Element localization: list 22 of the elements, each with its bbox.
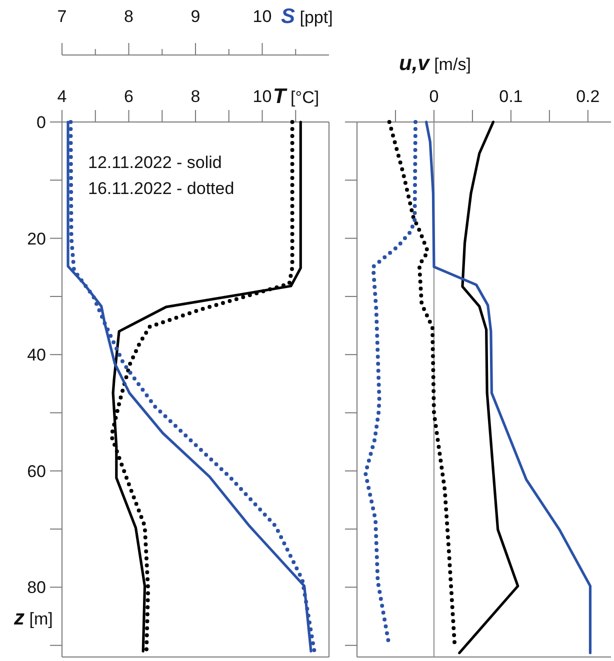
x-axis-title: T [°C] [273, 85, 320, 108]
x-tick-label: 0 [429, 87, 439, 106]
y-tick-label: 80 [27, 578, 46, 598]
x-tick-label: 10 [252, 87, 272, 106]
y-tick-label: 20 [27, 229, 46, 248]
x-tick-label: 4 [57, 87, 67, 106]
x2-tick-label: 9 [190, 7, 200, 26]
y-tick-label: 40 [27, 346, 46, 365]
x-tick-label: 8 [190, 87, 200, 106]
x2-tick-label: 10 [252, 7, 272, 26]
x-tick-label: 6 [124, 87, 134, 106]
annotation: 12.11.2022 - solid [88, 153, 222, 172]
y-axis-title: z [m] [13, 606, 53, 630]
x-axis-title: u,v [m/s] [399, 52, 471, 75]
x-tick-label: 0.1 [499, 87, 523, 106]
y-tick-label: 0 [36, 113, 46, 132]
x2-axis-title: S [ppt] [281, 5, 333, 28]
x2-tick-label: 7 [57, 7, 67, 26]
y-tick-label: 60 [27, 462, 46, 481]
x2-tick-label: 8 [124, 7, 134, 26]
annotation: 16.11.2022 - dotted [88, 179, 234, 198]
x-tick-label: 0.2 [576, 87, 600, 106]
